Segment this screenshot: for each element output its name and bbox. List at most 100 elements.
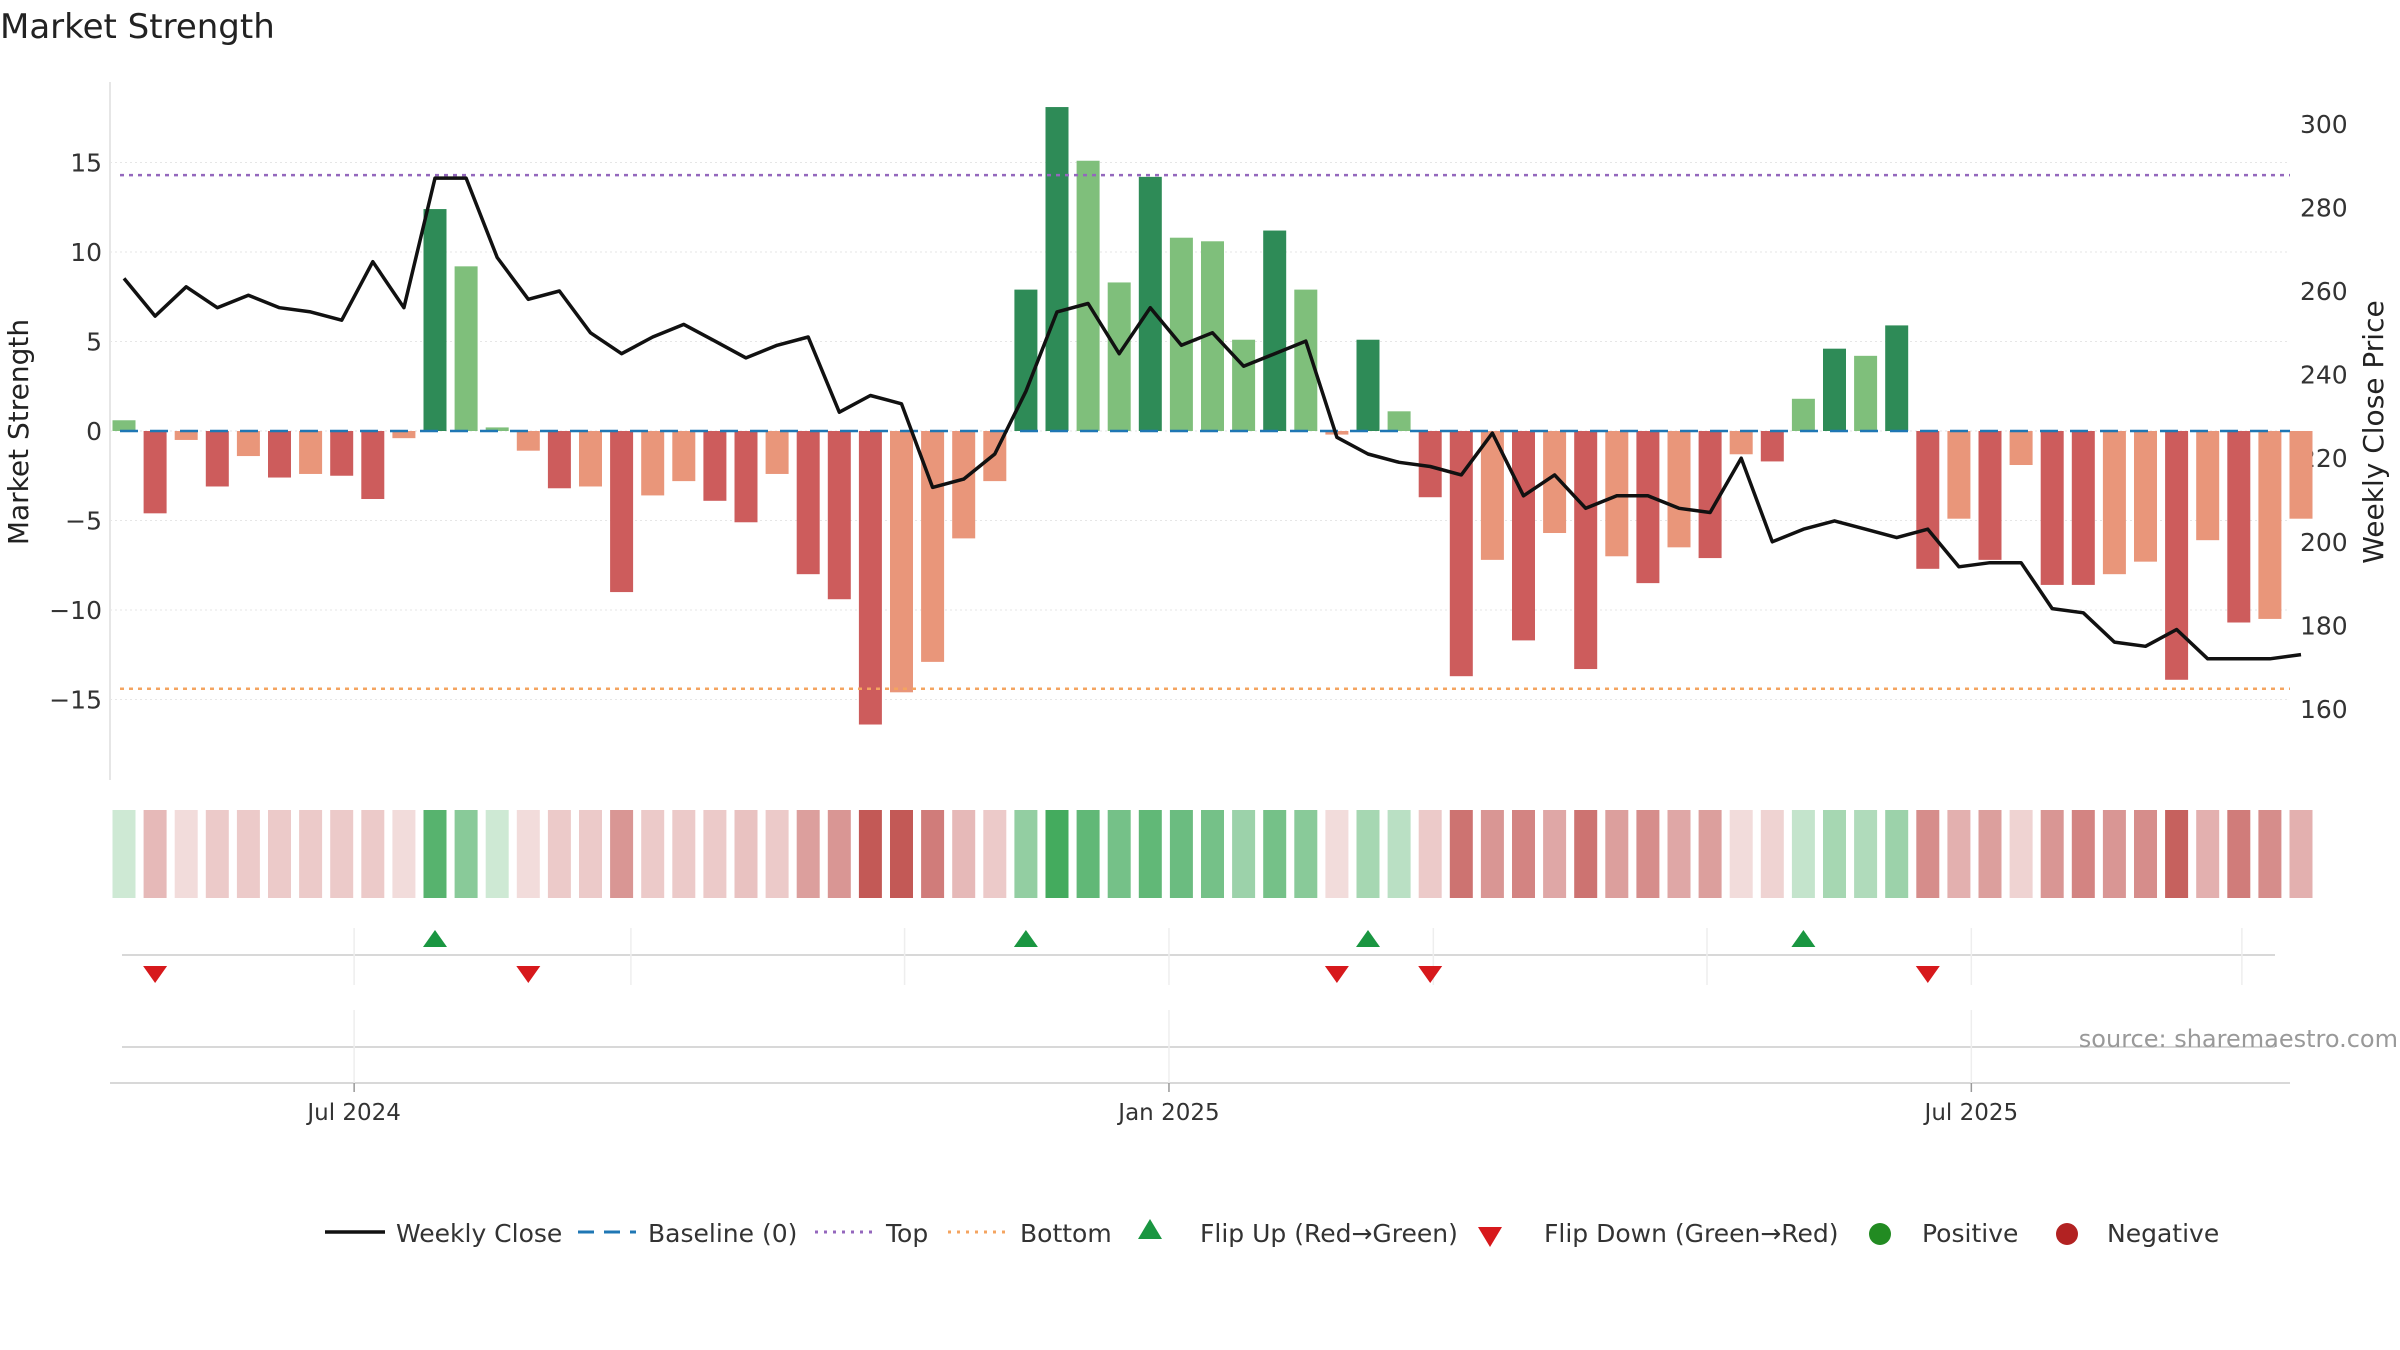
strength-bar	[952, 431, 976, 539]
strength-bar	[1667, 431, 1691, 548]
heat-cell	[2040, 810, 2064, 898]
strength-bar	[765, 431, 789, 474]
heat-cell	[1138, 810, 1162, 898]
heat-cell	[672, 810, 696, 898]
legend-flip-up: Flip Up (Red→Green)	[1200, 1219, 1458, 1248]
flip-up-marker	[1791, 930, 1816, 947]
y-tick-label: −5	[65, 506, 102, 535]
strength-bar	[205, 431, 229, 487]
heat-cell	[1636, 810, 1660, 898]
bottom-axis-panel: Jul 2024 Jan 2025 Jul 2025	[110, 1010, 2290, 1126]
heat-cell	[516, 810, 540, 898]
heat-cell	[1418, 810, 1442, 898]
strength-bar	[2040, 431, 2064, 585]
strength-bar	[1885, 325, 1909, 431]
heat-cell	[299, 810, 323, 898]
heat-cell	[641, 810, 665, 898]
strength-bar	[1294, 289, 1318, 431]
strength-bar	[299, 431, 323, 474]
strength-bar	[1760, 431, 1784, 462]
strength-bar	[1823, 348, 1846, 431]
heat-cell	[2102, 810, 2126, 898]
heat-cell	[734, 810, 758, 898]
strength-bar	[1698, 431, 1722, 559]
strength-bar	[547, 431, 571, 489]
heat-cell	[361, 810, 385, 898]
heat-cell	[2009, 810, 2033, 898]
heat-cell	[1014, 810, 1038, 898]
strength-bar	[2289, 431, 2313, 519]
heat-cell	[1107, 810, 1131, 898]
flip-down-marker	[143, 966, 168, 983]
heat-cell	[1543, 810, 1567, 898]
heat-cell	[2289, 810, 2313, 898]
strength-bar	[1574, 431, 1598, 670]
source-credit: source: sharemaestro.com	[2079, 1025, 2398, 1053]
legend-positive-dot-icon	[1869, 1223, 1891, 1245]
heat-cell	[1729, 810, 1753, 898]
heat-cell	[205, 810, 229, 898]
heat-cell	[921, 810, 945, 898]
heat-cell	[952, 810, 976, 898]
legend-bottom: Bottom	[1020, 1219, 1112, 1248]
strength-bar	[921, 431, 945, 662]
strength-bar	[1854, 355, 1878, 431]
heat-cell	[547, 810, 571, 898]
y2-tick-label: 180	[2300, 611, 2348, 640]
legend-flip-down-icon	[1478, 1227, 1502, 1247]
legend-baseline: Baseline (0)	[648, 1219, 797, 1248]
x-tick-label: Jul 2024	[305, 1100, 401, 1126]
heat-cell	[1885, 810, 1909, 898]
heat-cell	[890, 810, 913, 898]
strength-heat-strip	[112, 810, 2313, 898]
flip-up-marker	[1356, 930, 1380, 947]
heat-cell	[392, 810, 416, 898]
heat-cell	[1760, 810, 1784, 898]
heat-cell	[174, 810, 198, 898]
strength-bar	[361, 431, 385, 500]
strength-bar	[1947, 431, 1971, 519]
heat-cell	[1449, 810, 1473, 898]
heat-cell	[1916, 810, 1940, 898]
heat-cell	[2165, 810, 2189, 898]
heat-cell	[2258, 810, 2282, 898]
strength-bar	[2134, 431, 2157, 562]
y2-tick-label: 300	[2300, 110, 2348, 139]
strength-bar	[330, 431, 354, 476]
strength-bar	[641, 431, 665, 496]
strength-bar	[485, 427, 509, 431]
heat-cell	[112, 810, 136, 898]
heat-cell	[1791, 810, 1815, 898]
heat-cell	[143, 810, 167, 898]
strength-bar	[1263, 230, 1287, 431]
heat-cell	[236, 810, 260, 898]
heat-cell	[610, 810, 634, 898]
flip-down-marker	[516, 966, 541, 983]
heat-cell	[1667, 810, 1691, 898]
strength-bar	[1232, 339, 1256, 431]
y-tick-label: 15	[70, 149, 102, 178]
y-tick-label: 5	[86, 328, 102, 357]
heat-cell	[858, 810, 882, 898]
strength-bar	[516, 431, 540, 451]
strength-bar	[1387, 411, 1411, 431]
y-tick-label: −10	[49, 596, 102, 625]
heat-cell	[1978, 810, 2002, 898]
strength-bar	[1045, 107, 1069, 432]
strength-bar	[734, 431, 758, 523]
legend-negative: Negative	[2107, 1219, 2219, 1248]
heat-cell	[1823, 810, 1846, 898]
legend-weekly-close: Weekly Close	[396, 1219, 562, 1248]
strength-bar	[268, 431, 291, 478]
strength-bar	[1014, 289, 1038, 431]
strength-bar	[1605, 431, 1629, 557]
heat-cell	[703, 810, 727, 898]
heat-cell	[2071, 810, 2095, 898]
strength-bar	[143, 431, 167, 514]
heat-cell	[1574, 810, 1598, 898]
heat-cell	[1698, 810, 1722, 898]
flip-marker-panel	[122, 928, 2275, 985]
heat-cell	[423, 810, 447, 898]
